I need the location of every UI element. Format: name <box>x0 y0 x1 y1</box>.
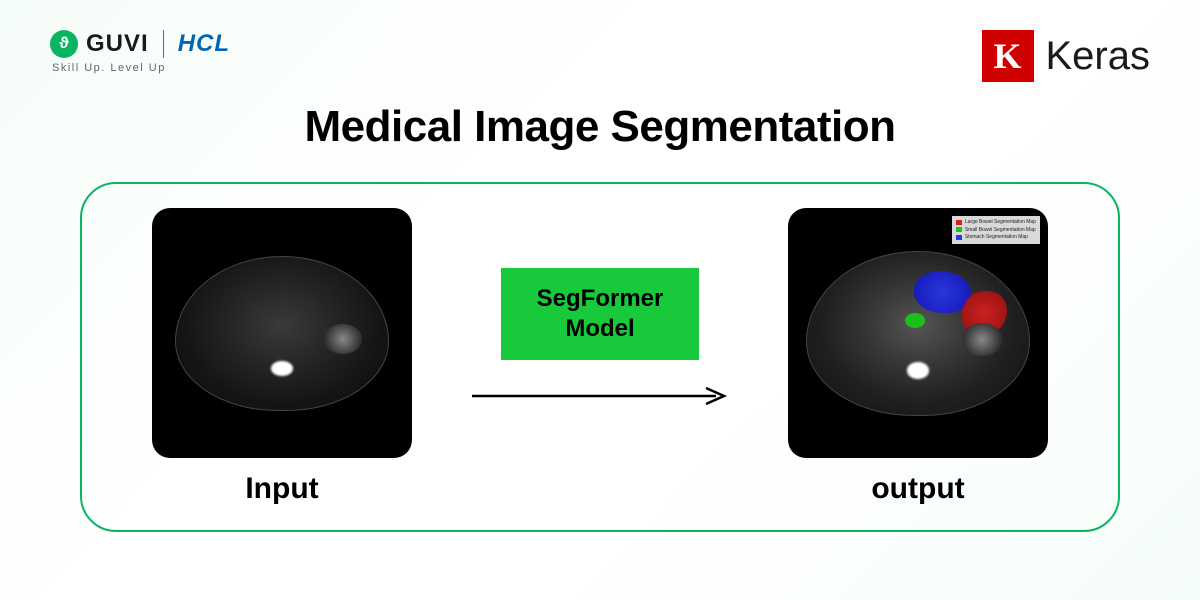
model-label-line2: Model <box>565 315 634 342</box>
legend-item: Large Bowel Segmentation Map <box>956 219 1036 226</box>
large-bowel-segment-overlay <box>962 291 1006 337</box>
legend-item: Small Bowel Segmentation Map <box>956 227 1036 234</box>
model-badge: SegFormer Model <box>501 268 700 360</box>
output-panel: Large Bowel Segmentation Map Small Bowel… <box>788 208 1048 506</box>
arrow-icon <box>470 386 730 406</box>
keras-logo: K Keras <box>982 30 1151 82</box>
tagline-text: Skill Up. Level Up <box>52 62 230 74</box>
ct-slice-shape <box>806 251 1030 416</box>
keras-icon: K <box>982 30 1034 82</box>
guvi-icon: ϑ <box>50 30 78 58</box>
guvi-brand-text: GUVI <box>86 30 149 58</box>
pipeline-diagram: Input SegFormer Model Large Bowel Segmen… <box>80 182 1120 532</box>
brand-divider <box>163 30 164 58</box>
logo-top-row: ϑ GUVI HCL <box>50 30 230 58</box>
header: ϑ GUVI HCL Skill Up. Level Up K Keras <box>0 0 1200 92</box>
guvi-hcl-logo: ϑ GUVI HCL Skill Up. Level Up <box>50 30 230 74</box>
keras-brand-text: Keras <box>1046 34 1151 79</box>
input-panel: Input <box>152 208 412 506</box>
output-scan-image: Large Bowel Segmentation Map Small Bowel… <box>788 208 1048 458</box>
input-label: Input <box>245 472 318 506</box>
ct-slice-shape <box>175 256 388 411</box>
input-scan-image <box>152 208 412 458</box>
model-label-line1: SegFormer <box>537 285 664 312</box>
page-title: Medical Image Segmentation <box>0 102 1200 152</box>
legend-item: Stomach Segmentation Map <box>956 234 1036 241</box>
model-arrow-column: SegFormer Model <box>470 268 730 406</box>
hcl-brand-text: HCL <box>178 30 230 58</box>
small-bowel-segment-overlay <box>905 313 925 328</box>
output-label: output <box>871 472 964 506</box>
segmentation-legend: Large Bowel Segmentation Map Small Bowel… <box>952 216 1040 244</box>
